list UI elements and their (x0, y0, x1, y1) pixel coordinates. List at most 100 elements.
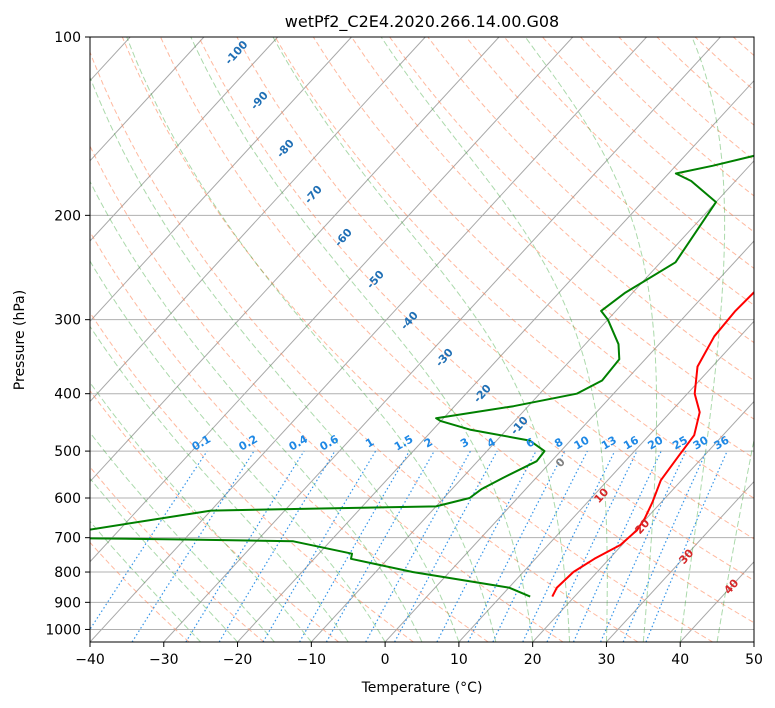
dry-adiabat-line (427, 37, 754, 344)
y-tick-label: 900 (54, 595, 81, 611)
moist-adiabat-label: 0 (553, 455, 568, 470)
isotherm-line (679, 561, 754, 642)
isotherm-line (90, 37, 647, 642)
dry-adiabat-line (90, 389, 339, 642)
mixing-ratio-line (185, 450, 305, 642)
isotherm-line (753, 641, 754, 642)
mixing-ratio-label: 0.2 (237, 432, 260, 453)
isotherm-line (384, 240, 754, 642)
isotherm-line (606, 480, 754, 642)
mixing-ratio-line (622, 450, 707, 642)
isotherm-line (237, 79, 754, 642)
plot-content: -100-90-80-70-60-50-40-30-20-100.1 0.2 0.4… (0, 37, 754, 642)
mixing-ratio-label: 6 (524, 435, 537, 450)
dry-adiabat-label: -80 (274, 137, 297, 161)
mixing-ratio-line (131, 450, 255, 642)
dry-adiabat-line (90, 541, 190, 642)
dry-adiabat-label: -90 (248, 89, 271, 113)
x-tick-label: 10 (450, 652, 468, 668)
dry-adiabat-line (90, 311, 414, 642)
moist-adiabat-line (126, 37, 497, 642)
x-tick-label: −20 (223, 652, 253, 668)
moist-adiabat-line (90, 180, 423, 642)
moist-adiabat-line (679, 37, 726, 642)
dry-adiabat-label: -30 (433, 346, 456, 370)
mixing-ratio-label: 0.4 (287, 432, 311, 453)
dry-adiabat-label: -70 (302, 183, 325, 207)
y-tick-label: 300 (54, 313, 81, 329)
dewpoint-profile-line (90, 154, 754, 598)
mixing-ratio-line (218, 450, 336, 642)
dry-adiabat-line (465, 37, 754, 306)
dry-adiabat-line (542, 37, 754, 233)
moist-adiabat-line (90, 477, 238, 642)
axes: −40 −30 −20 −10 0 10 20 30 40 5010020030040050060… (45, 30, 763, 668)
mixing-ratio-label: 3 (458, 435, 471, 450)
dry-adiabat-label: -50 (364, 268, 387, 292)
y-tick-label: 100 (54, 30, 81, 46)
mixing-ratio-line (365, 450, 472, 642)
y-tick-label: 1000 (45, 622, 81, 638)
isotherm-line (458, 320, 754, 642)
moist-adiabat-line (90, 381, 312, 642)
dry-adiabat-line (503, 37, 754, 269)
temperature-profile-line (551, 290, 754, 598)
dry-adiabat-line (90, 50, 639, 642)
y-tick-label: 600 (54, 491, 81, 507)
moist-adiabat-line (716, 437, 754, 642)
mixing-ratio-label: 16 (621, 433, 641, 452)
mixing-ratio-label: 2 (422, 435, 435, 450)
x-axis-label: Temperature (°C) (361, 680, 483, 696)
moist-adiabat-label: 20 (632, 516, 652, 536)
moist-adiabat-line (90, 520, 202, 642)
mixing-ratio-label: 25 (670, 434, 690, 453)
isotherm-line (90, 37, 352, 322)
isotherm-line (310, 160, 754, 642)
isotherm-line (163, 37, 721, 642)
mixing-ratio-line (467, 450, 566, 642)
moist-adiabat-label: 30 (676, 546, 696, 566)
y-tick-label: 500 (54, 444, 81, 460)
dry-adiabat-line (90, 466, 265, 642)
dry-adiabat-line (160, 37, 754, 624)
mixing-ratio-label: 0.6 (317, 432, 341, 453)
y-tick-label: 800 (54, 565, 81, 581)
moist-adiabat-line (524, 37, 658, 642)
mixing-ratio-line (90, 450, 208, 631)
mixing-ratio-line (522, 450, 616, 642)
isotherm-line (532, 400, 754, 642)
dry-adiabat-line (274, 37, 754, 499)
dry-adiabat-line (312, 37, 754, 459)
x-tick-label: −10 (297, 652, 327, 668)
mixing-ratio-line (546, 450, 638, 642)
isotherm-line (90, 37, 574, 563)
x-tick-label: 20 (524, 652, 542, 668)
y-tick-label: 200 (54, 208, 81, 224)
dry-adiabat-line (198, 37, 754, 581)
x-tick-label: −30 (149, 652, 179, 668)
x-tick-label: 0 (381, 652, 390, 668)
isotherm-line (90, 37, 279, 242)
mixing-ratio-label: 4 (485, 435, 498, 450)
mixing-ratio-line (492, 450, 588, 642)
chart-title: wetPf2_C2E4.2020.266.14.00.G08 (285, 12, 559, 32)
moist-adiabat-line (90, 431, 275, 642)
y-axis-label: Pressure (hPa) (12, 290, 28, 390)
mixing-ratio-label: 1.5 (392, 432, 415, 453)
mixing-ratio-label: 1 (363, 435, 376, 450)
x-tick-label: 40 (671, 652, 689, 668)
isotherm-line (90, 37, 205, 162)
dry-adiabat-label: -10 (508, 414, 531, 438)
dry-adiabat-line (656, 37, 754, 126)
x-tick-label: −40 (75, 652, 105, 668)
mixing-ratio-line (600, 450, 687, 642)
mixing-ratio-line (394, 450, 498, 642)
moist-adiabat-label: 10 (591, 485, 611, 505)
x-tick-label: 30 (598, 652, 616, 668)
moist-adiabat-line (90, 325, 349, 642)
moist-adiabat-line (380, 37, 608, 642)
moist-adiabat-line (90, 76, 460, 642)
isotherm-line (0, 37, 56, 642)
dry-adiabat-label: -60 (332, 226, 355, 250)
